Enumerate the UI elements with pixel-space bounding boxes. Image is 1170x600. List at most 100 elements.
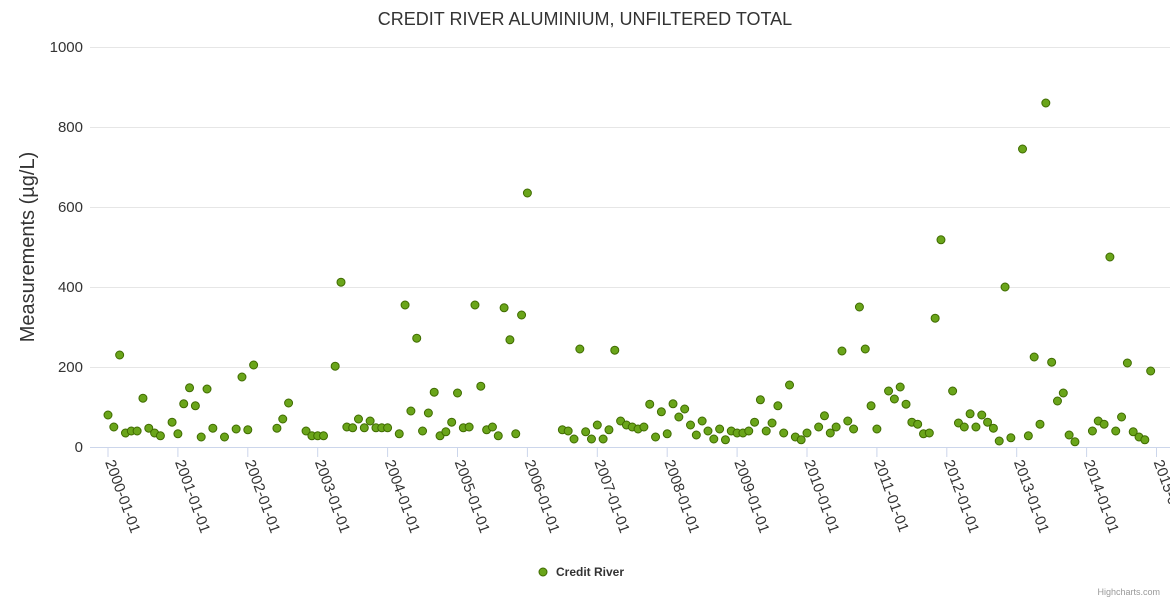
data-point[interactable]: [662, 429, 672, 439]
data-point[interactable]: [1105, 252, 1115, 262]
data-point[interactable]: [575, 344, 585, 354]
data-point[interactable]: [965, 409, 975, 419]
data-point[interactable]: [610, 345, 620, 355]
data-point[interactable]: [359, 423, 369, 433]
data-point[interactable]: [1023, 431, 1033, 441]
data-point[interactable]: [831, 422, 841, 432]
data-point[interactable]: [948, 386, 958, 396]
data-point[interactable]: [971, 422, 981, 432]
data-point[interactable]: [272, 423, 282, 433]
data-point[interactable]: [767, 418, 777, 428]
data-point[interactable]: [586, 434, 596, 444]
data-point[interactable]: [691, 430, 701, 440]
credits-link[interactable]: Highcharts.com: [1097, 587, 1160, 597]
data-point[interactable]: [563, 426, 573, 436]
data-point[interactable]: [132, 426, 142, 436]
data-point[interactable]: [394, 429, 404, 439]
data-point[interactable]: [522, 188, 532, 198]
data-point[interactable]: [849, 424, 859, 434]
data-point[interactable]: [1064, 430, 1074, 440]
data-point[interactable]: [336, 277, 346, 287]
data-point[interactable]: [994, 436, 1004, 446]
data-point[interactable]: [202, 384, 212, 394]
data-point[interactable]: [1087, 426, 1097, 436]
data-point[interactable]: [651, 432, 661, 442]
data-point[interactable]: [674, 412, 684, 422]
data-point[interactable]: [208, 423, 218, 433]
data-point[interactable]: [1006, 433, 1016, 443]
data-point[interactable]: [755, 395, 765, 405]
data-point[interactable]: [581, 427, 591, 437]
data-point[interactable]: [220, 432, 229, 442]
data-point[interactable]: [983, 417, 993, 427]
data-point[interactable]: [1047, 357, 1057, 367]
data-point[interactable]: [761, 426, 771, 436]
data-point[interactable]: [499, 303, 509, 313]
data-point[interactable]: [418, 426, 428, 436]
data-point[interactable]: [866, 401, 876, 411]
data-point[interactable]: [1128, 427, 1138, 437]
data-point[interactable]: [464, 422, 474, 432]
data-point[interactable]: [802, 428, 812, 438]
data-point[interactable]: [977, 410, 987, 420]
data-point[interactable]: [423, 408, 433, 418]
data-point[interactable]: [686, 420, 695, 430]
data-point[interactable]: [429, 387, 439, 397]
data-point[interactable]: [493, 431, 503, 441]
data-point[interactable]: [901, 399, 911, 409]
data-point[interactable]: [1122, 358, 1132, 368]
data-point[interactable]: [1146, 366, 1156, 376]
data-point[interactable]: [447, 417, 457, 427]
data-point[interactable]: [1058, 388, 1068, 398]
data-point[interactable]: [924, 428, 934, 438]
data-point[interactable]: [353, 414, 363, 424]
data-point[interactable]: [720, 435, 730, 445]
data-point[interactable]: [330, 361, 340, 371]
data-point[interactable]: [825, 428, 835, 438]
data-point[interactable]: [744, 426, 754, 436]
data-point[interactable]: [167, 417, 177, 427]
data-point[interactable]: [843, 416, 853, 426]
data-point[interactable]: [243, 425, 253, 435]
data-point[interactable]: [598, 434, 608, 444]
data-point[interactable]: [278, 414, 288, 424]
data-point[interactable]: [604, 425, 614, 435]
data-point[interactable]: [412, 333, 422, 343]
data-point[interactable]: [773, 401, 783, 411]
data-point[interactable]: [819, 411, 829, 421]
data-point[interactable]: [959, 422, 969, 432]
data-point[interactable]: [400, 300, 410, 310]
data-point[interactable]: [715, 424, 725, 434]
data-point[interactable]: [860, 344, 870, 354]
data-point[interactable]: [779, 428, 789, 438]
data-point[interactable]: [645, 399, 655, 409]
data-point[interactable]: [889, 394, 899, 404]
data-point[interactable]: [1117, 412, 1127, 422]
data-point[interactable]: [173, 429, 183, 439]
data-point[interactable]: [895, 382, 905, 392]
data-point[interactable]: [319, 431, 329, 441]
data-point[interactable]: [1000, 282, 1010, 292]
data-point[interactable]: [487, 422, 497, 432]
data-point[interactable]: [103, 410, 113, 420]
data-point[interactable]: [441, 427, 451, 437]
data-point[interactable]: [1140, 435, 1150, 445]
data-point[interactable]: [750, 417, 760, 427]
data-point[interactable]: [511, 429, 521, 439]
data-point[interactable]: [231, 424, 241, 434]
data-point[interactable]: [872, 424, 882, 434]
data-point[interactable]: [1041, 98, 1051, 108]
data-point[interactable]: [179, 399, 189, 409]
data-point[interactable]: [1099, 419, 1109, 429]
data-point[interactable]: [656, 407, 666, 417]
data-point[interactable]: [190, 401, 200, 411]
data-point[interactable]: [144, 423, 154, 433]
data-point[interactable]: [639, 422, 649, 432]
data-point[interactable]: [988, 423, 998, 433]
data-point[interactable]: [196, 432, 206, 442]
data-point[interactable]: [697, 416, 707, 426]
data-point[interactable]: [592, 420, 602, 430]
data-point[interactable]: [936, 235, 946, 245]
data-point[interactable]: [138, 393, 148, 403]
data-point[interactable]: [796, 435, 806, 445]
